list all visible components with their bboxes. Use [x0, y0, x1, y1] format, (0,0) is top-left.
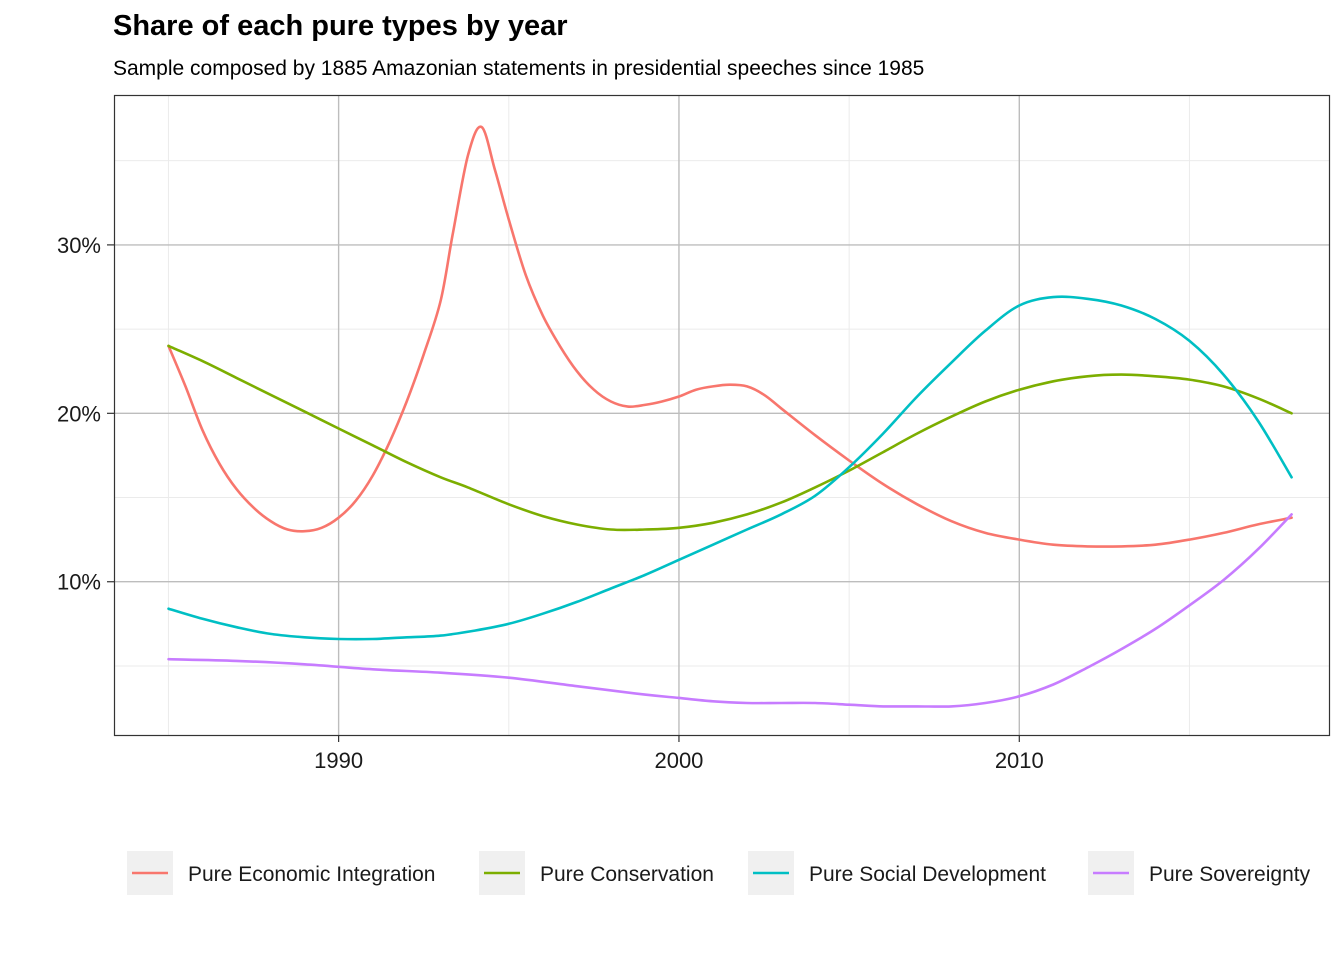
x-tick-label: 2000 — [654, 748, 703, 773]
legend-label: Pure Sovereignty — [1149, 863, 1311, 886]
plot-border — [113, 94, 1331, 737]
x-tick-label: 1990 — [314, 748, 363, 773]
legend-item-pure-social-development: Pure Social Development — [748, 851, 1046, 895]
plot-panel — [114, 95, 1329, 735]
chart-title: Share of each pure types by year — [113, 10, 568, 42]
legend: Pure Economic Integration Pure Conservati… — [127, 851, 1311, 895]
legend-item-pure-sovereignty: Pure Sovereignty — [1088, 851, 1311, 895]
legend-item-pure-economic-integration: Pure Economic Integration — [127, 851, 435, 895]
series-line-pure-social-development — [167, 295, 1293, 641]
chart-subtitle: Sample composed by 1885 Amazonian statem… — [113, 57, 925, 80]
y-tick-label: 30% — [57, 233, 101, 258]
legend-label: Pure Economic Integration — [188, 863, 435, 886]
grid-lines — [114, 95, 1329, 735]
y-tick-label: 10% — [57, 570, 101, 595]
axis-ticks: 1990 2000 2010 10% 20% 30% — [57, 233, 1044, 773]
series-line-pure-sovereignty — [167, 513, 1293, 708]
series-lines — [167, 125, 1293, 708]
series-line-pure-conservation — [167, 344, 1293, 532]
series-line-pure-economic-integration — [167, 125, 1293, 548]
x-tick-label: 2010 — [995, 748, 1044, 773]
legend-label: Pure Conservation — [540, 863, 714, 886]
legend-label: Pure Social Development — [809, 863, 1046, 886]
legend-item-pure-conservation: Pure Conservation — [479, 851, 714, 895]
y-tick-label: 20% — [57, 401, 101, 426]
